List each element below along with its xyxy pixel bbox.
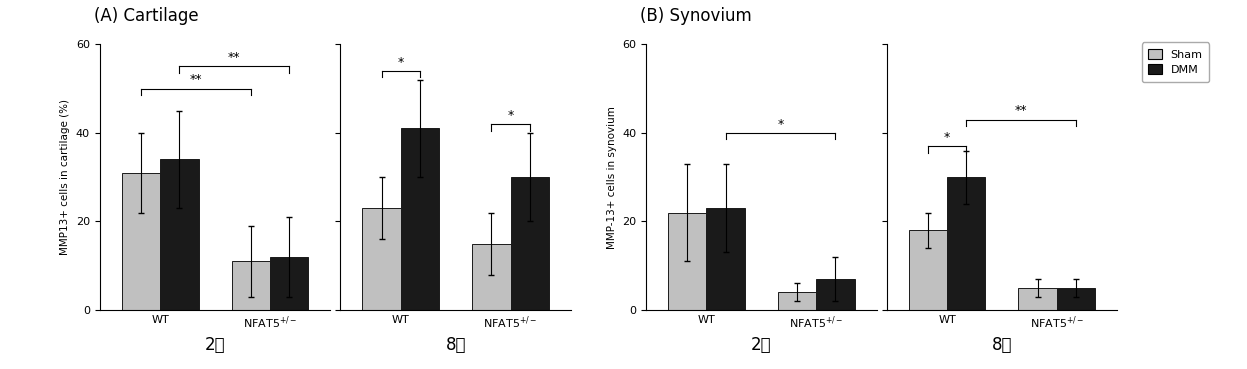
Legend: Sham, DMM: Sham, DMM [1141, 42, 1210, 82]
Bar [946, 177, 985, 310]
Bar [232, 261, 271, 310]
Bar [706, 208, 744, 310]
Text: **: ** [190, 73, 202, 86]
Text: (B) Synovium: (B) Synovium [640, 7, 752, 25]
Bar [271, 257, 308, 310]
Bar [473, 244, 511, 310]
Y-axis label: MMP-13+ cells in synovium: MMP-13+ cells in synovium [606, 106, 616, 249]
Text: *: * [944, 131, 950, 144]
Text: **: ** [228, 51, 241, 64]
Bar [122, 173, 160, 310]
Bar [160, 159, 198, 310]
Text: *: * [777, 118, 783, 131]
Bar [363, 208, 400, 310]
Text: *: * [508, 109, 514, 122]
Bar [511, 177, 549, 310]
Bar [778, 292, 817, 310]
Bar [817, 279, 854, 310]
Y-axis label: MMP13+ cells in cartilage (%): MMP13+ cells in cartilage (%) [60, 99, 70, 255]
Bar [1019, 288, 1057, 310]
Bar [909, 230, 946, 310]
Text: 8주: 8주 [445, 336, 466, 354]
Text: **: ** [1015, 104, 1028, 117]
Bar [1057, 288, 1095, 310]
Bar [400, 128, 439, 310]
Text: 2주: 2주 [751, 336, 772, 354]
Text: 2주: 2주 [205, 336, 226, 354]
Text: (A) Cartilage: (A) Cartilage [94, 7, 198, 25]
Bar [668, 213, 706, 310]
Text: 8주: 8주 [991, 336, 1013, 354]
Text: *: * [398, 56, 404, 69]
